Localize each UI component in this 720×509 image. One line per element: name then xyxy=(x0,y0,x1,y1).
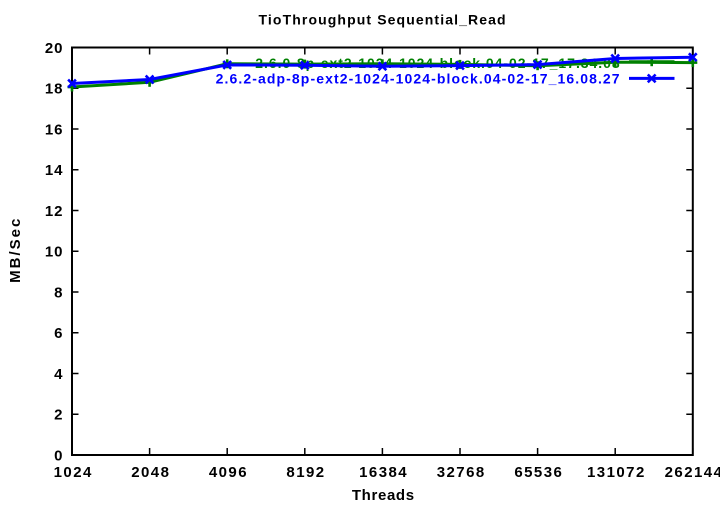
svg-text:2.6.2-adp-8p-ext2-1024-1024-bl: 2.6.2-adp-8p-ext2-1024-1024-block.04-02-… xyxy=(216,71,621,87)
svg-text:8192: 8192 xyxy=(286,464,325,481)
svg-text:10: 10 xyxy=(45,244,64,261)
svg-text:Threads: Threads xyxy=(352,487,415,504)
svg-text:131072: 131072 xyxy=(587,464,646,481)
svg-text:0: 0 xyxy=(54,447,63,464)
svg-text:2048: 2048 xyxy=(131,464,170,481)
svg-text:18: 18 xyxy=(45,81,64,98)
svg-text:TioThroughput Sequential_Read: TioThroughput Sequential_Read xyxy=(259,12,507,28)
svg-text:32768: 32768 xyxy=(437,464,486,481)
svg-text:8: 8 xyxy=(54,284,63,301)
svg-text:262144: 262144 xyxy=(665,464,720,481)
svg-text:4: 4 xyxy=(54,366,63,383)
svg-text:65536: 65536 xyxy=(514,464,563,481)
svg-text:4096: 4096 xyxy=(209,464,248,481)
svg-text:16: 16 xyxy=(45,121,64,138)
svg-text:1024: 1024 xyxy=(54,464,93,481)
svg-text:16384: 16384 xyxy=(359,464,408,481)
svg-text:12: 12 xyxy=(45,203,64,220)
svg-text:2: 2 xyxy=(54,407,63,424)
svg-text:6: 6 xyxy=(54,325,63,342)
svg-text:MB/Sec: MB/Sec xyxy=(7,217,24,283)
svg-text:20: 20 xyxy=(45,40,64,57)
svg-text:14: 14 xyxy=(45,162,64,179)
